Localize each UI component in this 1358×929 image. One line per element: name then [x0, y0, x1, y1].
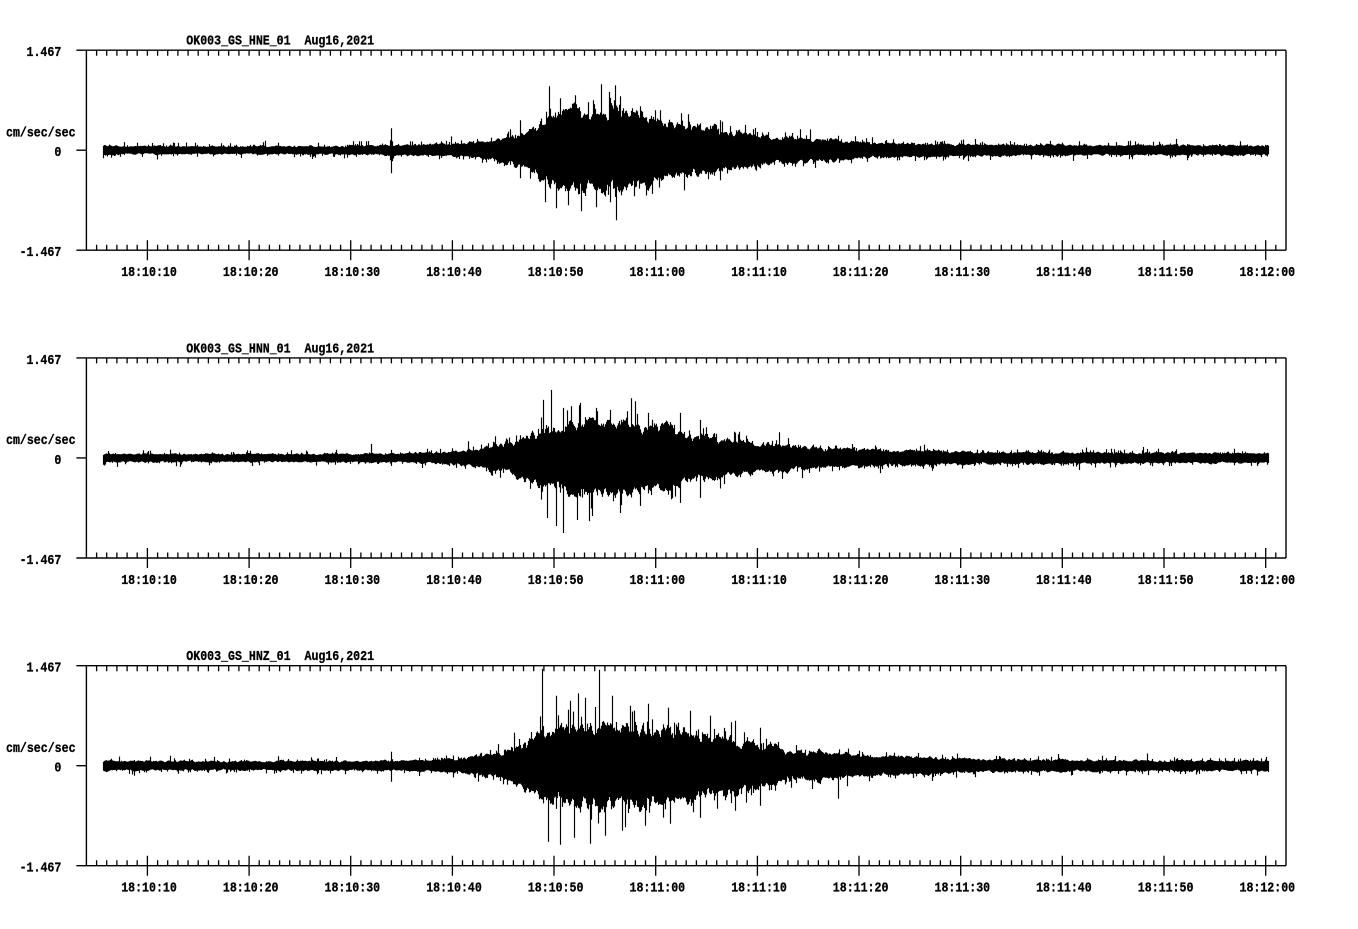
svg-text:18:11:20: 18:11:20: [833, 572, 889, 588]
svg-text:18:11:10: 18:11:10: [731, 264, 787, 280]
svg-text:18:11:30: 18:11:30: [934, 264, 990, 280]
svg-text:18:10:40: 18:10:40: [426, 572, 482, 588]
svg-text:18:12:00: 18:12:00: [1239, 572, 1295, 588]
svg-text:1.467: 1.467: [27, 44, 62, 60]
svg-text:-1.467: -1.467: [20, 244, 62, 260]
svg-text:18:11:40: 18:11:40: [1036, 264, 1092, 280]
svg-text:18:10:40: 18:10:40: [426, 264, 482, 280]
svg-text:18:10:30: 18:10:30: [324, 264, 380, 280]
svg-text:18:10:10: 18:10:10: [121, 572, 177, 588]
svg-text:18:10:40: 18:10:40: [426, 880, 482, 896]
svg-text:18:10:10: 18:10:10: [121, 880, 177, 896]
svg-text:18:11:50: 18:11:50: [1138, 880, 1194, 896]
svg-text:18:10:50: 18:10:50: [528, 880, 584, 896]
svg-text:1.467: 1.467: [27, 352, 62, 368]
svg-text:0: 0: [54, 144, 61, 160]
svg-text:0: 0: [54, 760, 61, 776]
svg-text:18:11:20: 18:11:20: [833, 880, 889, 896]
svg-text:18:11:10: 18:11:10: [731, 880, 787, 896]
svg-text:cm/sec/sec: cm/sec/sec: [6, 124, 76, 140]
svg-text:18:10:20: 18:10:20: [223, 880, 279, 896]
svg-text:18:11:40: 18:11:40: [1036, 880, 1092, 896]
svg-text:18:11:00: 18:11:00: [629, 880, 685, 896]
svg-text:18:11:00: 18:11:00: [629, 572, 685, 588]
svg-text:18:10:30: 18:10:30: [324, 572, 380, 588]
svg-text:18:11:30: 18:11:30: [934, 572, 990, 588]
svg-text:OK003_GS_HNZ_01 Aug16,2021: OK003_GS_HNZ_01 Aug16,2021: [186, 648, 374, 664]
svg-text:18:10:50: 18:10:50: [528, 264, 584, 280]
svg-text:18:11:00: 18:11:00: [629, 264, 685, 280]
svg-text:cm/sec/sec: cm/sec/sec: [6, 740, 76, 756]
svg-text:1.467: 1.467: [27, 660, 62, 676]
svg-text:18:11:50: 18:11:50: [1138, 264, 1194, 280]
svg-text:-1.467: -1.467: [20, 552, 62, 568]
svg-text:18:10:30: 18:10:30: [324, 880, 380, 896]
svg-text:OK003_GS_HNN_01 Aug16,2021: OK003_GS_HNN_01 Aug16,2021: [186, 340, 374, 356]
svg-text:18:10:10: 18:10:10: [121, 264, 177, 280]
svg-text:18:10:50: 18:10:50: [528, 572, 584, 588]
svg-text:18:10:20: 18:10:20: [223, 264, 279, 280]
svg-text:18:11:50: 18:11:50: [1138, 572, 1194, 588]
svg-text:18:11:40: 18:11:40: [1036, 572, 1092, 588]
svg-text:-1.467: -1.467: [20, 860, 62, 876]
svg-text:cm/sec/sec: cm/sec/sec: [6, 432, 76, 448]
svg-text:0: 0: [54, 452, 61, 468]
svg-text:18:10:20: 18:10:20: [223, 572, 279, 588]
svg-text:18:11:30: 18:11:30: [934, 880, 990, 896]
svg-text:18:12:00: 18:12:00: [1239, 264, 1295, 280]
svg-text:OK003_GS_HNE_01 Aug16,2021: OK003_GS_HNE_01 Aug16,2021: [186, 33, 374, 49]
svg-text:18:11:10: 18:11:10: [731, 572, 787, 588]
svg-text:18:11:20: 18:11:20: [833, 264, 889, 280]
svg-text:18:12:00: 18:12:00: [1239, 880, 1295, 896]
